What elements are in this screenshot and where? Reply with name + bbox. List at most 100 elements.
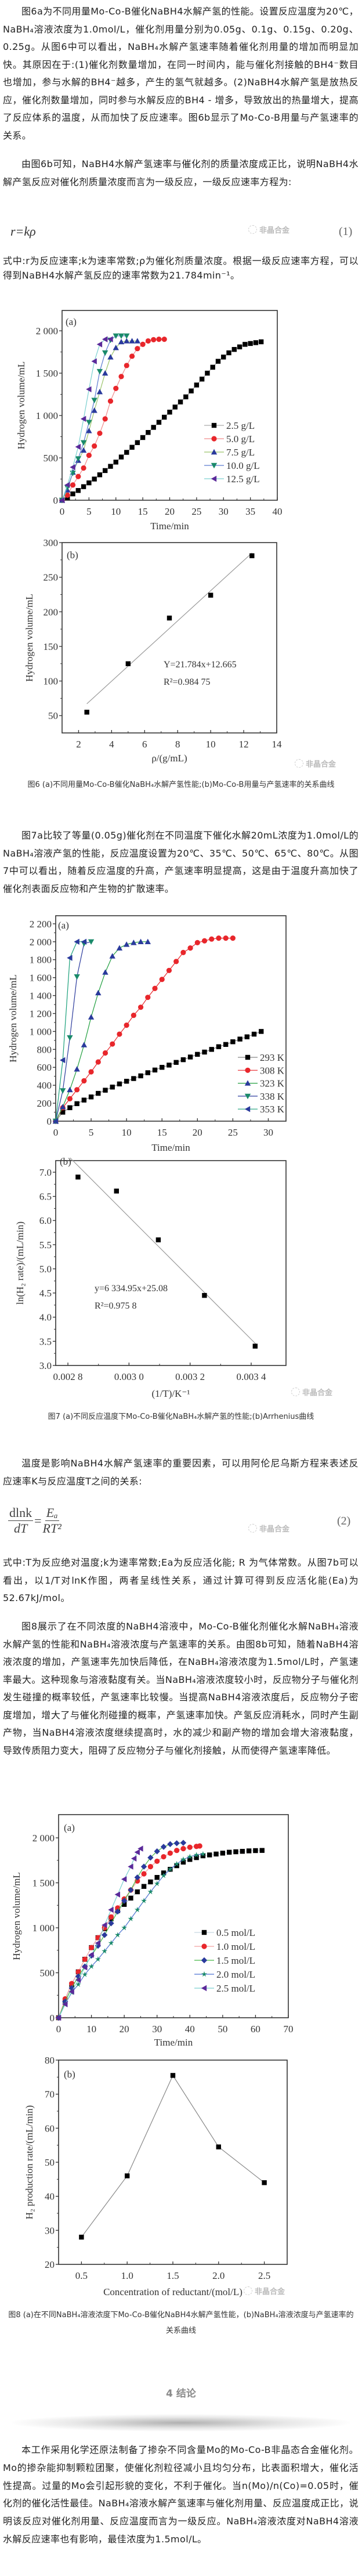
y-axis-label: H₂ production rate/(mL/min) xyxy=(24,2105,35,2220)
data-point xyxy=(242,342,248,347)
legend-label: 1.0 mol/L xyxy=(216,1941,255,1952)
series-0 xyxy=(84,553,255,715)
legend-marker xyxy=(244,1106,251,1112)
paragraph-activation-energy: 式中:T为反应绝对温度;k为速率常数;Ea为反应活化能; R 为气体常数。从图7… xyxy=(3,1557,359,1603)
data-point xyxy=(145,1070,150,1075)
data-point xyxy=(102,1932,108,1938)
paragraph-arrhenius: 温度是影响NaBH4水解产氢速率的重要因素，可以用阿伦尼乌斯方程来表述反应速率K… xyxy=(3,1458,359,1487)
data-point xyxy=(131,1855,137,1862)
x-tick-label: 10 xyxy=(122,1127,132,1138)
plot-frame xyxy=(61,542,277,734)
series-line xyxy=(58,1842,184,2018)
equation-2: dlnk dT = Eₐ RT² xyxy=(8,1505,61,1536)
data-point xyxy=(121,1876,127,1883)
y-axis-label: Hydrogen volume/mL xyxy=(16,362,27,450)
data-point xyxy=(134,1874,140,1881)
x-tick-label: 70 xyxy=(284,2024,294,2035)
data-point xyxy=(223,1042,229,1047)
data-point xyxy=(121,1924,128,1931)
fit-equation: Y=21.784x+12.665 xyxy=(164,660,237,670)
data-point xyxy=(135,440,140,445)
watermark-text: 非晶合金 xyxy=(255,2288,285,2296)
data-point xyxy=(151,337,157,342)
data-point xyxy=(180,1057,186,1063)
data-point xyxy=(155,1237,161,1242)
data-point xyxy=(154,1858,160,1864)
y-tick-label: 0 xyxy=(50,2013,55,2024)
y-tick-label: 7.0 xyxy=(39,1167,52,1178)
paragraph-conclusion: 本工作采用化学还原法制备了掺杂不同含量Mo的Mo-Co-B非晶态合金催化剂。Mo… xyxy=(3,2444,359,2545)
data-point xyxy=(81,484,86,489)
legend-label: 0.5 mol/L xyxy=(216,1927,255,1938)
y-tick-label: 4.5 xyxy=(39,1288,52,1299)
data-point xyxy=(96,1090,101,1096)
data-point xyxy=(152,985,158,991)
legend-marker xyxy=(201,1957,208,1964)
x-tick-label: 14 xyxy=(272,739,283,750)
data-point xyxy=(244,1034,250,1039)
data-point xyxy=(167,1841,173,1848)
data-point xyxy=(226,350,231,356)
series-323-K: 323 K xyxy=(52,938,285,1124)
fit-line xyxy=(69,1158,258,1346)
data-point xyxy=(187,1856,193,1862)
y-tick-label: 150 xyxy=(44,641,59,652)
data-point xyxy=(67,1105,73,1111)
y-tick-label: 1 000 xyxy=(30,1026,52,1037)
data-point xyxy=(124,1022,129,1028)
data-point xyxy=(209,936,215,942)
equation-1-number: (1) xyxy=(339,225,353,238)
data-point xyxy=(166,967,172,973)
series-line xyxy=(55,1031,262,1122)
data-point xyxy=(147,1863,153,1870)
data-point xyxy=(167,1866,173,1872)
data-point xyxy=(102,336,108,342)
y-tick-label: 500 xyxy=(44,453,59,464)
data-point xyxy=(102,416,108,422)
data-point xyxy=(174,1863,179,1869)
y-axis-label: ln(H₂ rate)/(mL/min) xyxy=(15,1222,26,1305)
y-tick-label: 1 400 xyxy=(30,991,52,1002)
legend-marker xyxy=(211,475,217,482)
series-line xyxy=(61,339,111,501)
x-tick-label: 10 xyxy=(206,739,216,750)
legend-label: 2.5 g/L xyxy=(226,420,255,431)
legend-marker xyxy=(244,1080,251,1086)
y-tick-label: 200 xyxy=(44,606,59,617)
series-0 xyxy=(75,1175,258,1349)
data-point xyxy=(75,1981,81,1987)
data-point xyxy=(145,995,151,1000)
data-point xyxy=(137,1005,144,1010)
data-point xyxy=(88,939,95,945)
data-point xyxy=(208,592,213,598)
data-point xyxy=(91,407,97,413)
data-point xyxy=(259,1848,265,1853)
legend-label: 353 K xyxy=(260,1104,285,1115)
data-point xyxy=(95,1940,101,1946)
series-line xyxy=(81,2075,265,2238)
x-tick-label: 10 xyxy=(86,2024,96,2035)
series-0.5-mol-L: 0.5 mol/L xyxy=(56,1848,265,2021)
y-tick-label: 4.0 xyxy=(39,1312,52,1323)
data-point xyxy=(202,1049,207,1055)
y-tick-label: 30 xyxy=(45,2225,55,2236)
data-point xyxy=(162,414,167,420)
x-tick-label: 50 xyxy=(218,2024,227,2035)
data-point xyxy=(118,374,124,380)
data-point xyxy=(138,1073,143,1079)
data-point xyxy=(96,368,103,375)
watermark-logo-icon xyxy=(248,225,257,234)
data-point xyxy=(220,1851,226,1856)
data-point xyxy=(88,1069,94,1075)
data-point xyxy=(125,2173,130,2178)
data-point xyxy=(141,1871,147,1877)
x-tick-label: 2.5 xyxy=(258,2270,270,2281)
data-point xyxy=(230,935,236,941)
y-tick-label: 50 xyxy=(48,710,58,721)
data-point xyxy=(107,398,114,404)
data-point xyxy=(197,1843,202,1849)
x-tick-label: 6 xyxy=(142,739,147,750)
data-point xyxy=(159,977,165,982)
data-point xyxy=(258,339,264,345)
data-point xyxy=(253,340,259,345)
